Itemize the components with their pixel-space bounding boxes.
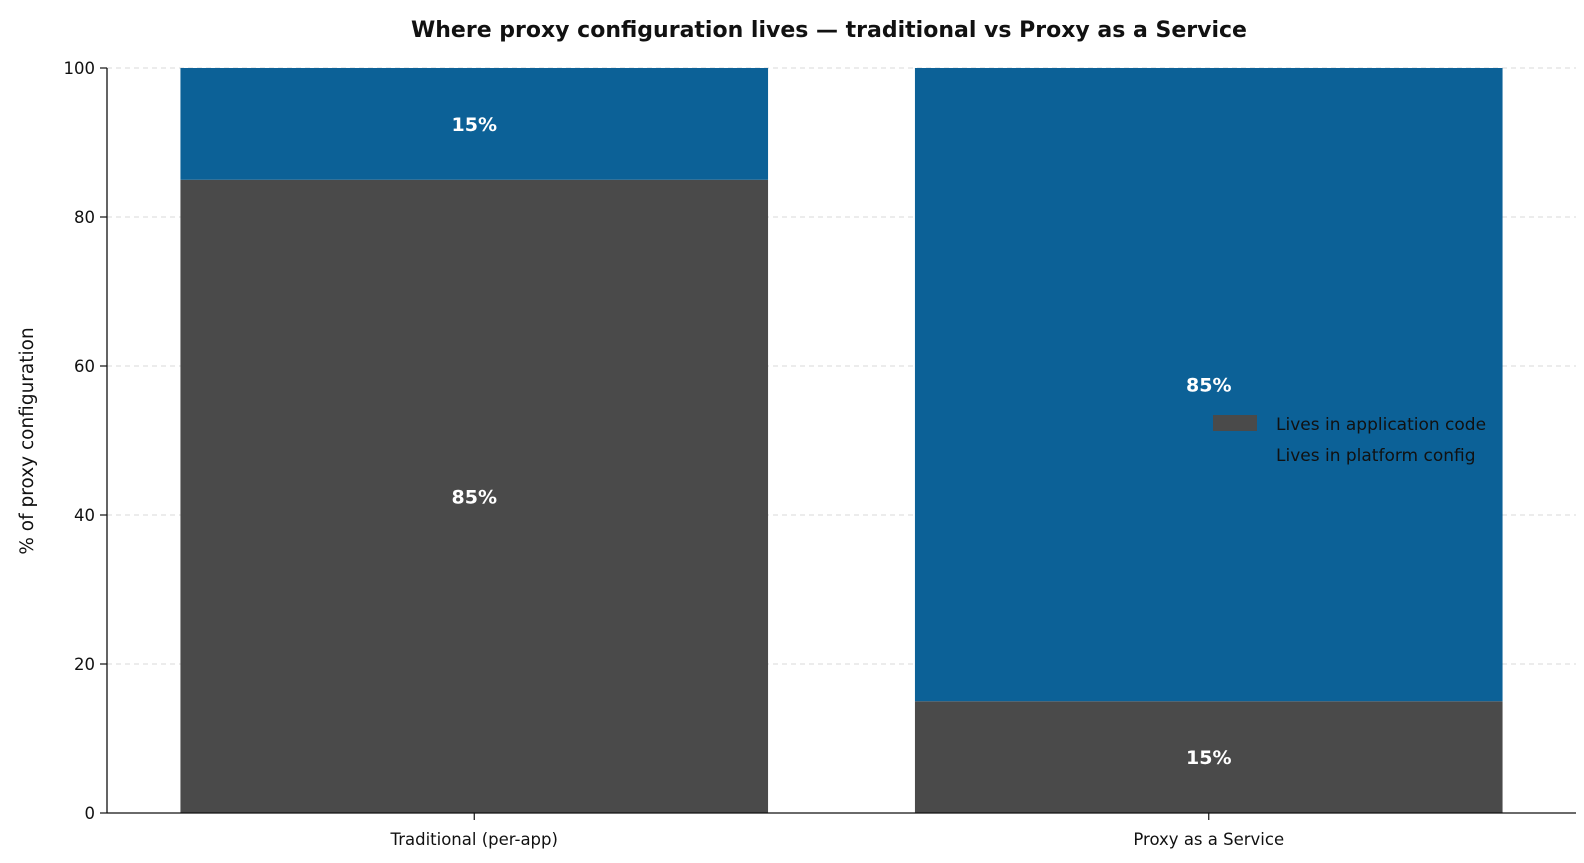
legend-entry-label: Lives in application code <box>1276 415 1486 435</box>
y-tick-label: 0 <box>85 804 96 823</box>
bars: 85% 15% 15% 85% <box>180 68 1503 813</box>
legend-swatch <box>1213 415 1257 431</box>
axes <box>106 68 1576 814</box>
y-tick-label: 20 <box>74 655 95 674</box>
bar-segment <box>914 68 1503 702</box>
x-tick-label: Proxy as a Service <box>1133 830 1284 849</box>
bar-value-label: 15% <box>1186 747 1231 769</box>
y-tick-label: 100 <box>64 59 96 78</box>
y-tick-label: 80 <box>74 208 95 227</box>
bar-value-label: 15% <box>452 114 497 136</box>
bar-value-label: 85% <box>452 486 497 508</box>
bar-segment <box>180 179 769 813</box>
y-tick-label: 40 <box>74 506 95 525</box>
legend-entry-label: Lives in platform config <box>1276 446 1476 466</box>
bar-segment <box>180 68 769 180</box>
y-axis-label: % of proxy configuration <box>17 327 38 554</box>
legend-swatch <box>1213 446 1257 462</box>
bar-segment <box>914 701 1503 813</box>
chart-title: Where proxy configuration lives — tradit… <box>411 18 1247 43</box>
bar-value-label: 85% <box>1186 375 1231 397</box>
y-tick-label: 60 <box>74 357 95 376</box>
legend: Lives in application code Lives in platfo… <box>1213 415 1486 466</box>
ticks: 0 20 40 60 80 100 Traditional (per-app) Proxy a… <box>64 59 1285 849</box>
x-tick-label: Traditional (per-app) <box>390 830 558 849</box>
